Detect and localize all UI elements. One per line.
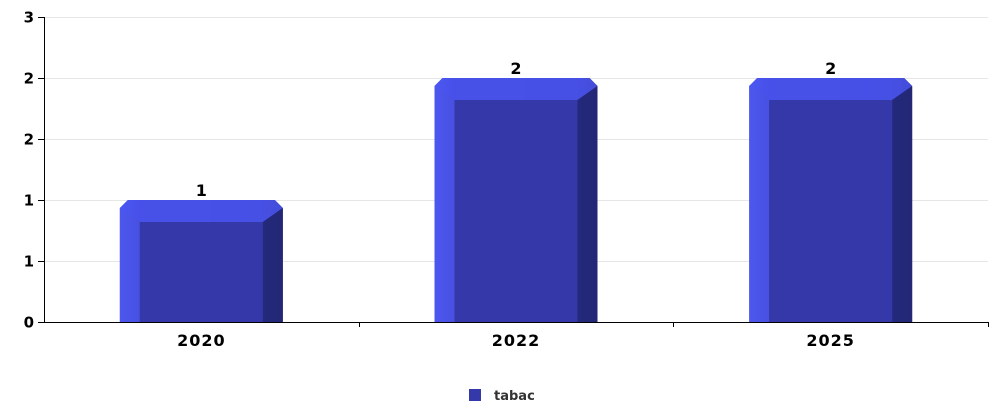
y-tick-label: 0: [24, 314, 34, 332]
x-category-label: 2025: [806, 331, 855, 350]
bar: [119, 200, 283, 322]
data-label: 2: [825, 59, 836, 78]
bar-face: [139, 222, 263, 322]
x-category-label: 2022: [492, 331, 541, 350]
y-tick-label: 3: [24, 9, 34, 27]
bar-right-bevel: [262, 208, 283, 322]
bars-group: [119, 78, 913, 322]
y-tick-labels: 0 1 1 2 2 3: [24, 9, 34, 332]
legend: tabac: [469, 389, 535, 404]
bar-left-bevel: [749, 86, 770, 322]
bar-right-bevel: [892, 86, 913, 322]
legend-label: tabac: [494, 389, 535, 404]
y-tick-label: 1: [24, 253, 34, 271]
x-category-labels: 2020 2022 2025: [177, 331, 855, 350]
bar-left-bevel: [119, 208, 140, 322]
data-labels: 1 2 2: [196, 59, 836, 200]
y-tick-label: 2: [24, 131, 34, 149]
axes: [38, 17, 989, 327]
bar-face: [769, 100, 893, 322]
bar-face: [454, 100, 578, 322]
x-category-label: 2020: [177, 331, 226, 350]
bar-top-bevel: [749, 78, 913, 100]
bar: [749, 78, 913, 322]
bar-top-bevel: [119, 200, 283, 222]
bar: [434, 78, 598, 322]
y-tick-label: 1: [24, 192, 34, 210]
bar-top-bevel: [434, 78, 598, 100]
bar-right-bevel: [577, 86, 598, 322]
bar-left-bevel: [434, 86, 455, 322]
y-tick-label: 2: [24, 70, 34, 88]
data-label: 2: [510, 59, 521, 78]
data-label: 1: [196, 181, 207, 200]
legend-swatch: [469, 389, 481, 401]
